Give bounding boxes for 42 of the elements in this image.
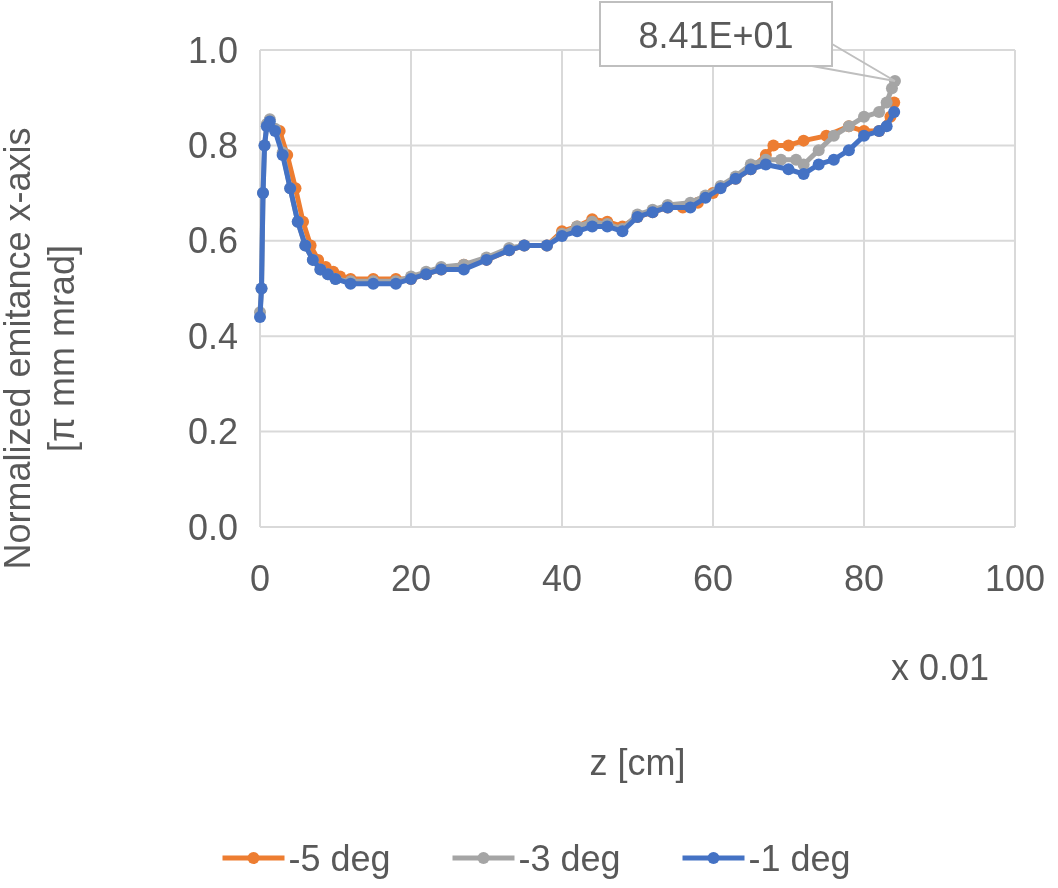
x-axis-title: z [cm] <box>589 742 686 783</box>
legend-label: -5 deg <box>288 837 391 879</box>
y-axis-title: Normalized emitance x-axis [π mm mrad] <box>0 127 82 570</box>
point <box>797 134 810 147</box>
legend-label: -3 deg <box>518 837 621 879</box>
y-tick-label: 0.2 <box>187 411 238 453</box>
point <box>812 158 825 171</box>
x-tick-label: 100 <box>984 558 1046 599</box>
point <box>586 220 599 233</box>
point <box>858 110 870 123</box>
point <box>254 311 266 324</box>
point <box>767 139 780 152</box>
point <box>684 201 697 214</box>
point <box>571 225 584 238</box>
point <box>827 129 840 142</box>
annotation: 8.41E+01 <box>638 15 794 56</box>
x-tick-label: 80 <box>843 558 885 599</box>
point <box>880 96 893 109</box>
point <box>880 120 893 133</box>
point <box>759 158 772 171</box>
text: x 0.01 <box>890 647 990 688</box>
point <box>842 144 855 157</box>
y-tick-label: 1.0 <box>187 29 238 71</box>
x-tick-label: 20 <box>390 558 432 599</box>
point <box>782 163 795 176</box>
point <box>873 106 886 119</box>
point <box>888 106 901 119</box>
point <box>774 153 787 166</box>
y-tick-label: 0.6 <box>187 220 238 262</box>
y-tick-label: 0.8 <box>187 125 238 166</box>
point <box>457 263 470 276</box>
point <box>827 153 840 166</box>
x-tick-label: 60 <box>692 558 734 599</box>
legend-label: -1 deg <box>748 837 851 879</box>
point <box>782 139 795 152</box>
y-tick-label: 0.0 <box>187 506 238 548</box>
x-tick-label: 0 <box>249 558 271 599</box>
point <box>812 144 825 157</box>
x-tick-label: 40 <box>541 558 583 599</box>
y-tick-label: 0.4 <box>187 315 238 357</box>
point <box>858 129 870 142</box>
point <box>797 168 810 181</box>
